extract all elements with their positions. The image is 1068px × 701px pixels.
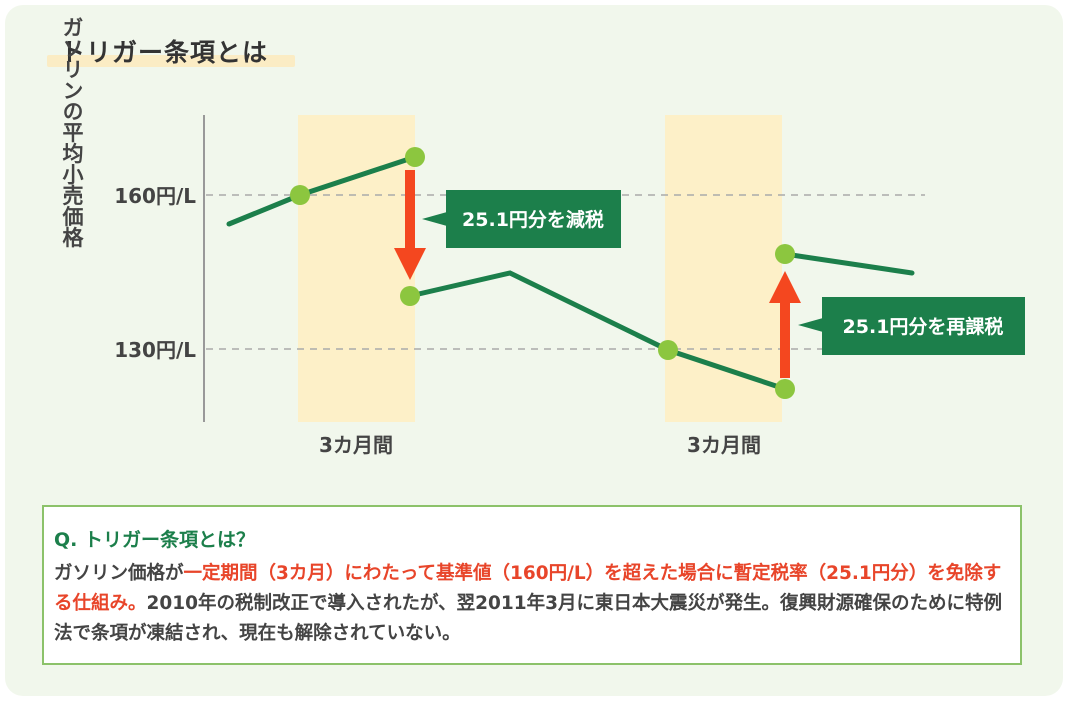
price-point xyxy=(405,147,425,167)
period-label-1: 3カ月間 xyxy=(319,433,393,457)
price-point xyxy=(775,379,795,399)
callout-tax-cut-label: 25.1円分を減税 xyxy=(462,208,604,231)
y-axis-label: ガソリンの平均小売価格 xyxy=(60,17,85,248)
period-label-2: 3カ月間 xyxy=(687,433,761,457)
tick-label-160: 160円/L xyxy=(114,184,196,208)
question-heading: Q. トリガー条項とは？ xyxy=(54,529,255,551)
answer-text-post: 2010年の税制改正で導入されたが、翌2011年3月に東日本大震災が発生。復興財… xyxy=(54,593,1003,644)
price-line-cut xyxy=(407,270,788,392)
question-body: ガソリン価格が一定期間（3カ月）にわたって基準値（160円/L）を超えた場合に暫… xyxy=(54,559,1009,649)
price-line-recover xyxy=(782,251,915,276)
question-box: Q. トリガー条項とは？ ガソリン価格が一定期間（3カ月）にわたって基準値（16… xyxy=(42,505,1022,665)
answer-text-pre: ガソリン価格が xyxy=(54,563,184,584)
page-title: トリガー条項とは xyxy=(60,38,269,67)
callout-retax-label: 25.1円分を再課税 xyxy=(843,315,1004,338)
price-point xyxy=(775,244,795,264)
callout-tax-cut: 25.1円分を減税 xyxy=(422,190,621,248)
price-point xyxy=(658,340,678,360)
tick-label-130: 130円/L xyxy=(114,338,196,362)
price-point xyxy=(290,185,310,205)
title-underline xyxy=(47,55,295,67)
period-band-2 xyxy=(665,115,782,422)
answer-text-highlight: 一定期間（3カ月）にわたって基準値（160円/L）を超えた場合に暫定税率（25.… xyxy=(54,563,1002,614)
price-point xyxy=(400,286,420,306)
callout-retax: 25.1円分を再課税 xyxy=(798,297,1025,355)
